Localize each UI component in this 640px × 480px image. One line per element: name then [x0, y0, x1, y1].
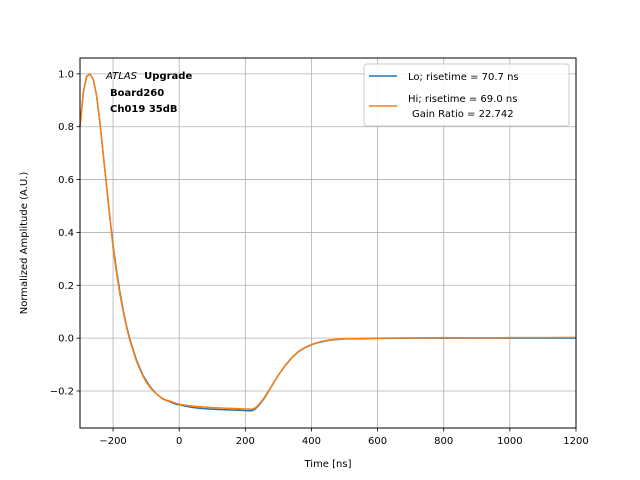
annotation-channel: Ch019 35dB — [110, 104, 178, 115]
x-tick-label: 0 — [176, 436, 182, 447]
x-axis-label: Time [ns] — [303, 459, 351, 470]
y-tick-label: 0.2 — [58, 281, 74, 292]
legend-label-hi: Hi; risetime = 69.0 ns — [408, 94, 517, 105]
annotation-tag: Upgrade — [144, 71, 192, 82]
legend-label-gain: Gain Ratio = 22.742 — [412, 109, 514, 120]
annotation: ATLAS Upgrade Board260 Ch019 35dB — [105, 71, 192, 115]
x-tick-label: 1200 — [563, 436, 588, 447]
x-tick-label: 200 — [236, 436, 255, 447]
y-tick-label: −0.2 — [50, 387, 74, 398]
y-axis-label: Normalized Amplitude (A.U.) — [19, 172, 30, 315]
y-tick-label: 0.6 — [58, 175, 74, 186]
plot-frame — [79, 57, 577, 429]
y-tick-label: 1.0 — [58, 69, 74, 80]
series-group — [79, 73, 577, 412]
x-tick-label: 600 — [368, 436, 387, 447]
x-tick-label: 800 — [434, 436, 453, 447]
series-hi-line — [79, 73, 577, 410]
legend: Lo; risetime = 70.7 ns Hi; risetime = 69… — [363, 63, 570, 127]
annotation-experiment: ATLAS — [105, 71, 138, 82]
legend-label-lo: Lo; risetime = 70.7 ns — [408, 72, 519, 83]
x-tick-label: −200 — [99, 436, 126, 447]
x-tick-label: 400 — [302, 436, 321, 447]
legend-box — [363, 63, 570, 127]
annotation-board: Board260 — [110, 88, 164, 99]
y-tick-label: 0.8 — [58, 122, 74, 133]
y-tick-label: 0.0 — [58, 334, 74, 345]
y-axis: −0.2 0.0 0.2 0.4 0.6 0.8 1.0 — [50, 69, 80, 398]
x-tick-label: 1000 — [497, 436, 522, 447]
y-tick-label: 0.4 — [58, 228, 74, 239]
svg-text:ATLAS Upgrade: ATLAS Upgrade — [105, 71, 192, 82]
x-axis: −200 0 200 400 600 800 1000 1200 — [99, 428, 589, 447]
